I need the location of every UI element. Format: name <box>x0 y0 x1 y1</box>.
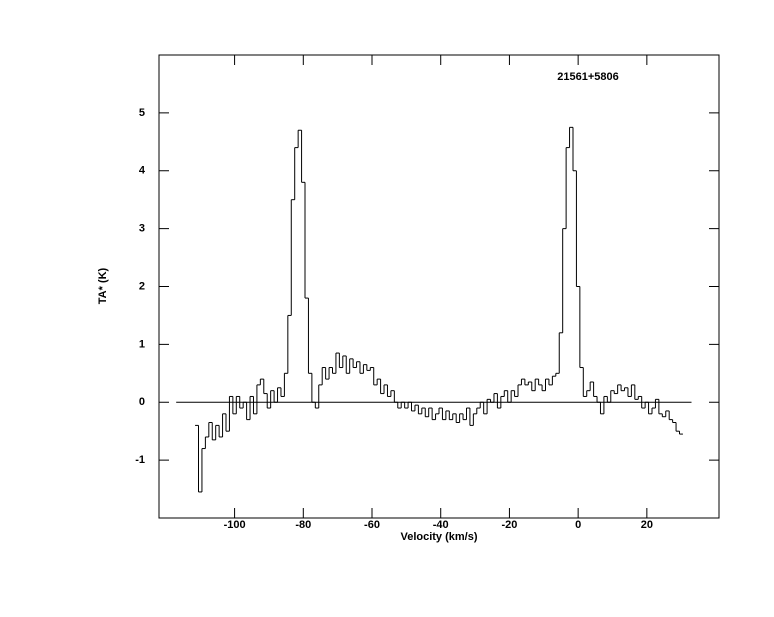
x-tick-label: 20 <box>641 519 653 531</box>
plot-frame <box>158 54 720 519</box>
chart-title: 21561+5806 <box>557 71 618 83</box>
y-tick-label: 3 <box>139 223 145 235</box>
x-tick-label: -80 <box>295 519 311 531</box>
x-tick-label: -100 <box>224 519 246 531</box>
y-tick-label: 4 <box>139 165 146 177</box>
x-tick-label: -60 <box>364 519 380 531</box>
x-tick-label: -20 <box>501 519 517 531</box>
y-tick-label: 0 <box>139 396 145 408</box>
y-tick-label: 2 <box>139 280 145 292</box>
y-axis-label: TA* (K) <box>97 267 109 304</box>
x-axis-label: Velocity (km/s) <box>400 531 477 543</box>
x-tick-label: 0 <box>575 519 581 531</box>
y-tick-label: 5 <box>139 107 145 119</box>
y-tick-label: -1 <box>135 454 145 466</box>
x-tick-label: -40 <box>433 519 449 531</box>
y-tick-label: 1 <box>139 338 145 350</box>
